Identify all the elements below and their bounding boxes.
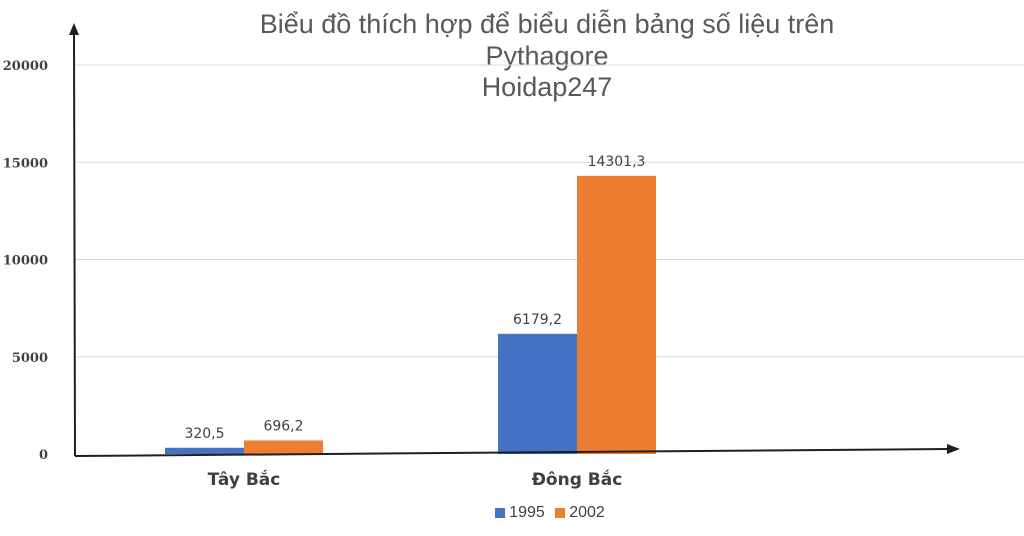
bar-2002-0 [244,440,323,454]
bars [165,175,656,454]
data-label-1995-1: 6179,2 [513,312,562,328]
chart-title-line-3: Hoidap247 [481,72,613,102]
data-label-2002-0: 696,2 [263,418,303,434]
y-tick-label-5000: 5000 [12,351,48,366]
data-label-2002-1: 14301,3 [588,154,646,170]
gridlines [75,64,1024,358]
data-label-1995-0: 320,5 [184,426,224,442]
legend-label-2002: 2002 [569,504,605,521]
bar-1995-0 [165,447,244,454]
y-tick-label-15000: 15000 [3,156,48,171]
y-axis-line [73,32,76,457]
chart-title-line-1: Biểu đồ thích hợp để biểu diễn bảng số l… [259,9,835,39]
legend-label-1995: 1995 [509,504,545,521]
y-axis-arrowhead [69,23,79,35]
bar-2002-1 [577,175,656,454]
legend-item-2002: 2002 [555,504,605,522]
bar-1995-1 [498,333,577,454]
x-tick-label-0: Tây Bắc [208,469,281,490]
y-tick-label-20000: 20000 [3,59,48,74]
legend-item-1995: 1995 [495,504,545,522]
axes [69,23,960,457]
chart-title-line-2: Pythagore [485,41,609,71]
legend: 1995 2002 [0,504,1024,523]
x-tick-labels: Tây Bắc Đông Bắc [208,469,623,490]
legend-swatch-2002 [555,508,566,518]
x-tick-label-1: Đông Bắc [532,469,623,490]
y-tick-labels: 0 5000 10000 15000 20000 [3,59,48,463]
x-axis-line [74,448,949,457]
legend-swatch-1995 [495,508,506,518]
x-axis-arrowhead [947,444,960,454]
y-tick-label-0: 0 [39,448,48,463]
y-tick-label-10000: 10000 [3,254,48,269]
data-labels: 320,5 696,2 6179,2 14301,3 [184,154,645,442]
